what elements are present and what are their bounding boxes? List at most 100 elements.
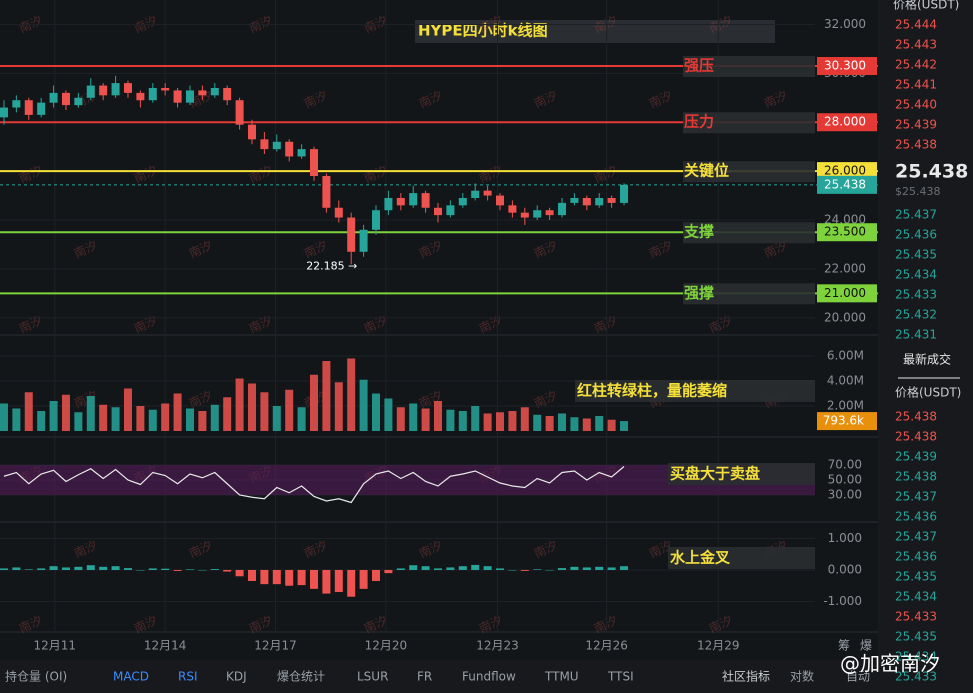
macd-bar [359,569,368,589]
trades-title: 最新成交 [903,352,951,367]
level-name: 关键位 [684,162,729,180]
x-tick-label: 12月23 [476,639,519,653]
toolbar-item[interactable]: FR [417,670,432,684]
toolbar-item[interactable]: Fundflow [462,670,516,684]
macd-bar [247,569,256,581]
x-tick-label: 12月14 [144,639,187,653]
orderbook-panel [878,0,973,693]
ob-last-sub: $25.438 [895,185,941,198]
level-tag [817,223,877,242]
level-label-box [683,56,815,77]
toolbar-item[interactable]: MACD [113,670,149,684]
macd-bar [396,568,405,570]
toolbar-auto[interactable]: 自动 [846,670,870,684]
level-tag [817,162,877,181]
trade-price: 25.434 [895,590,937,604]
annotation-box [575,380,815,402]
candle-body [260,139,269,150]
toolbar-item[interactable]: 持仓量 (OI) [5,669,67,684]
macd-bar [471,564,480,570]
ask-price: 25.441 [895,78,937,92]
candle-body [0,107,8,118]
macd-bar [198,569,207,571]
toolbar-item[interactable]: 爆仓统计 [277,670,325,684]
candle-body [496,195,505,206]
toolbar-item[interactable]: TTMU [544,670,579,684]
chart-title: HYPE四小时k线图 [418,22,548,40]
title-box [415,20,775,43]
ask-price: 25.439 [895,118,937,132]
toolbar-item[interactable]: KDJ [226,670,247,684]
annotation: 买盘大于卖盘 [670,465,760,483]
trade-price: 25.433 [895,610,937,624]
toolbar-item[interactable]: TTSI [607,670,634,684]
volume-bar [49,401,58,431]
macd-bar [434,568,443,570]
x-tick-label: 12月29 [697,639,740,653]
macd-bar [508,569,517,571]
macd-bar [74,566,83,570]
annotation: 水上金叉 [670,549,731,567]
macd-bar [210,569,219,570]
toolbar-log[interactable]: 对数 [790,669,814,684]
toolbar-item[interactable]: RSI [178,670,198,684]
trade-price: 25.438 [895,410,937,424]
macd-bar [533,569,542,570]
volume-bar [161,403,170,431]
x-tick-label: 12月17 [254,639,297,653]
y-tick-label: 2.00M [827,399,864,413]
bid-price: 25.437 [895,208,937,222]
candle-body [421,193,430,208]
macd-bar [595,566,604,570]
macd-bar [223,569,232,572]
trade-price: 25.434 [895,650,937,664]
volume-bar [545,416,554,431]
macd-bar [136,569,145,571]
volume-bar [359,379,368,431]
candle-body [309,149,318,176]
volume-bar [210,404,219,431]
macd-bar [496,568,505,570]
volume-bar [0,403,8,431]
volume-bar [272,406,281,431]
last-price-tag [817,175,877,194]
volume-tag [817,412,877,431]
candle-body [471,190,480,198]
candle-body [173,90,182,103]
macd-bar [309,569,318,589]
trade-price: 25.439 [895,450,937,464]
y-tick-label: 22.000 [824,261,866,275]
volume-bar [558,413,567,431]
macd-bar [161,568,170,570]
toolbar-community[interactable]: 社区指标 [722,669,770,684]
bid-price: 25.436 [895,228,937,242]
annotation-box [668,547,815,569]
candle-body [12,100,21,108]
candle-body [322,176,331,208]
toolbar-chip: 筹 [838,639,850,653]
macd-bar [372,569,381,581]
candle-body [582,198,591,206]
volume-bar [570,417,579,431]
volume-bar [434,401,443,431]
volume-bar [347,358,356,431]
candle-body [595,198,604,206]
trade-price: 25.438 [895,470,937,484]
rsi-line [3,466,625,504]
trade-price: 25.433 [895,670,937,684]
macd-bar [607,567,616,570]
candle-body [185,90,194,103]
volume-bar [620,421,629,431]
volume-bar [372,393,381,431]
toolbar-liq: 爆 [860,639,872,653]
candle-body [483,190,492,196]
toolbar-item[interactable]: LSUR [357,670,388,684]
y-tick-label: 20.000 [824,310,866,324]
candle-body [434,207,443,216]
ask-price: 25.444 [895,18,937,32]
bid-price: 25.434 [895,268,937,282]
candle-body [607,198,616,203]
volume-bar [61,394,70,431]
